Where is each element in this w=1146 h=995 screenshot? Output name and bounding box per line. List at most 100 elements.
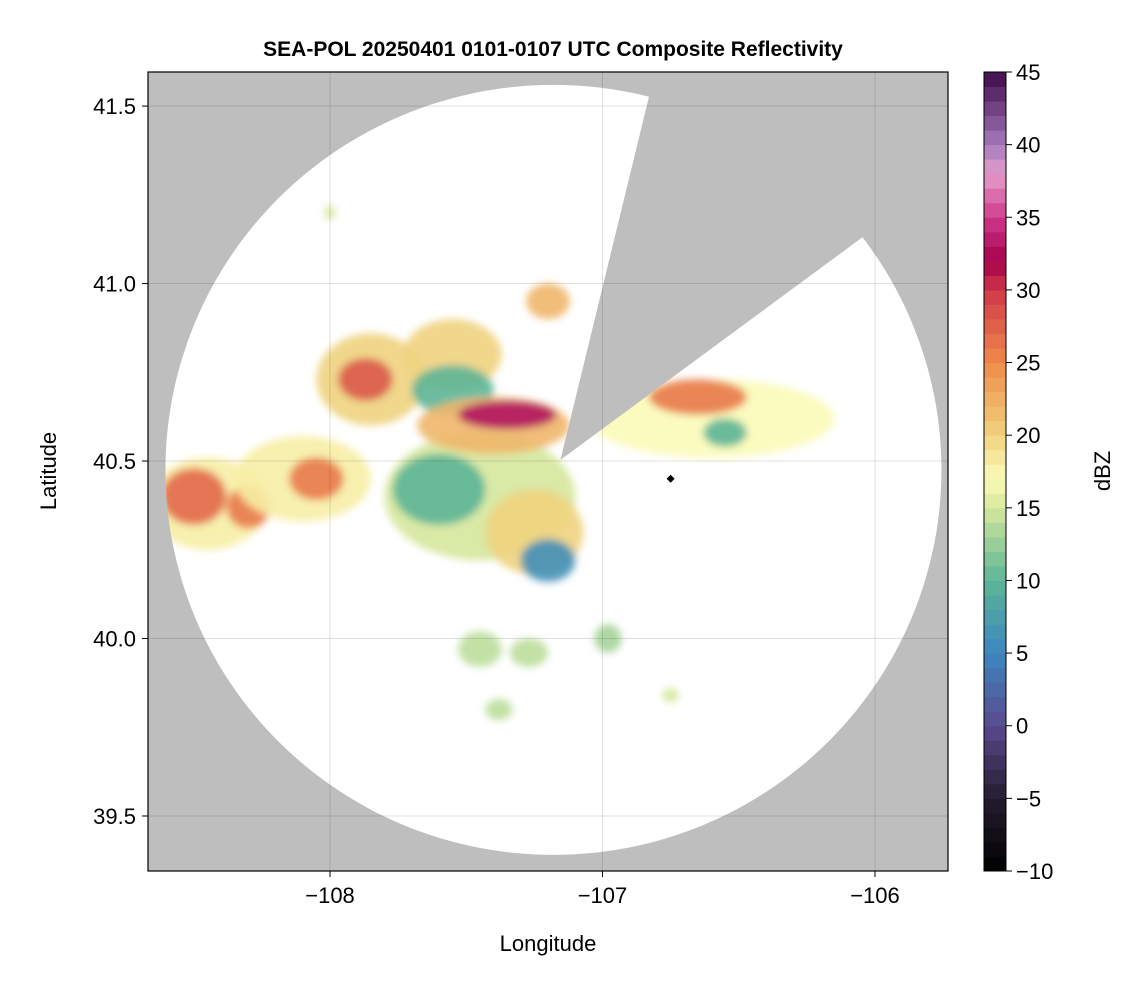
colorbar-bin <box>984 188 1006 204</box>
y-tick-label: 41.0 <box>93 272 136 297</box>
colorbar-bin <box>984 667 1006 683</box>
colorbar-bin <box>984 449 1006 465</box>
reflectivity-cell <box>338 358 393 401</box>
colorbar-bin <box>984 420 1006 436</box>
reflectivity-cell <box>520 539 576 582</box>
reflectivity-cell <box>594 624 622 653</box>
colorbar-bin <box>984 275 1006 291</box>
reflectivity-cells <box>148 205 835 721</box>
colorbar-bin <box>984 609 1006 625</box>
colorbar-bin <box>984 798 1006 814</box>
colorbar-bin <box>984 231 1006 247</box>
colorbar-bin <box>984 173 1006 189</box>
colorbar-bin <box>984 159 1006 175</box>
chart-title: SEA-POL 20250401 0101-0107 UTC Composite… <box>263 38 843 61</box>
reflectivity-cell <box>324 205 336 220</box>
colorbar-tick-label: 45 <box>1016 60 1040 85</box>
colorbar-bin <box>984 841 1006 857</box>
colorbar-bin <box>984 522 1006 538</box>
colorbar-label: dBZ <box>1090 451 1115 491</box>
colorbar-tick-label: −10 <box>1016 859 1053 884</box>
plot-frame <box>147 71 949 872</box>
reflectivity-cell <box>485 698 513 721</box>
marker-diamond <box>666 474 675 483</box>
colorbar-bin <box>984 362 1006 378</box>
colorbar-bin <box>984 246 1006 262</box>
colorbar-bin <box>984 101 1006 117</box>
colorbar-bin <box>984 827 1006 843</box>
colorbar-bin <box>984 435 1006 451</box>
colorbar-bin <box>984 769 1006 785</box>
y-tick-label: 40.5 <box>93 449 136 474</box>
colorbar-bin <box>984 464 1006 480</box>
y-tick-label: 40.0 <box>93 627 136 652</box>
colorbar-bin <box>984 565 1006 581</box>
reflectivity-cell <box>161 468 227 525</box>
colorbar-bin <box>984 217 1006 233</box>
colorbar-bin <box>984 478 1006 494</box>
colorbar-bin <box>984 289 1006 305</box>
colorbar-bin <box>984 740 1006 756</box>
y-tick-label: 41.5 <box>93 94 136 119</box>
reflectivity-cell <box>662 688 679 703</box>
reflectivity-cell <box>509 638 549 667</box>
reflectivity-cell <box>458 631 502 667</box>
colorbar-bin <box>984 507 1006 523</box>
colorbar-tick-label: 15 <box>1016 496 1040 521</box>
colorbar-bin <box>984 812 1006 828</box>
colorbar-tick-label: 0 <box>1016 714 1028 739</box>
colorbar-bin <box>984 377 1006 393</box>
colorbar-tick-label: 35 <box>1016 205 1040 230</box>
colorbar-bin <box>984 348 1006 364</box>
colorbar-bin <box>984 696 1006 712</box>
reflectivity-cell <box>458 400 557 430</box>
colorbar-bin <box>984 260 1006 276</box>
colorbar-bin <box>984 638 1006 654</box>
colorbar-tick-label: 30 <box>1016 278 1040 303</box>
colorbar-bin <box>984 856 1006 872</box>
reflectivity-cell <box>648 379 747 415</box>
colorbar-tick-label: −5 <box>1016 786 1041 811</box>
colorbar-bin <box>984 391 1006 407</box>
colorbar-bin <box>984 202 1006 218</box>
y-axis-label: Latitude <box>36 432 61 510</box>
colorbar-bin <box>984 653 1006 669</box>
colorbar-bin <box>984 406 1006 422</box>
colorbar-bin <box>984 711 1006 727</box>
colorbar-tick-label: 25 <box>1016 351 1040 376</box>
colorbar-bin <box>984 624 1006 640</box>
colorbar-bin <box>984 493 1006 509</box>
colorbar-bin <box>984 580 1006 596</box>
colorbar-bin <box>984 86 1006 102</box>
reflectivity-cell <box>526 283 570 320</box>
plot-area <box>148 72 948 871</box>
colorbar-bin <box>984 594 1006 611</box>
colorbar-bin <box>984 115 1006 131</box>
x-tick-label: −107 <box>578 883 628 908</box>
colorbar-tick-label: 10 <box>1016 568 1040 593</box>
colorbar-bin <box>984 682 1006 698</box>
colorbar: −10 −5 0 5 10 15 20 25 30 35 40 45 <box>983 60 1053 884</box>
colorbar-bin <box>984 725 1006 741</box>
colorbar-bin <box>984 130 1006 146</box>
colorbar-frame <box>983 71 1007 872</box>
colorbar-bin <box>984 551 1006 567</box>
colorbar-bin <box>984 333 1006 349</box>
x-tick-label: −108 <box>305 883 355 908</box>
reflectivity-cell <box>289 457 344 501</box>
colorbar-tick-label: 40 <box>1016 133 1040 158</box>
x-tick-label: −106 <box>850 883 900 908</box>
colorbar-bin <box>984 318 1006 334</box>
colorbar-bin <box>984 144 1006 160</box>
reflectivity-cell <box>392 453 486 525</box>
colorbar-bin <box>984 536 1006 552</box>
reflectivity-cell <box>703 418 747 447</box>
colorbar-tick-label: 5 <box>1016 641 1028 666</box>
colorbar-tick-label: 20 <box>1016 423 1040 448</box>
y-tick-label: 39.5 <box>93 804 136 829</box>
x-axis-label: Longitude <box>500 931 597 956</box>
colorbar-bin <box>984 304 1006 320</box>
blocked-sector-mask <box>560 72 948 460</box>
